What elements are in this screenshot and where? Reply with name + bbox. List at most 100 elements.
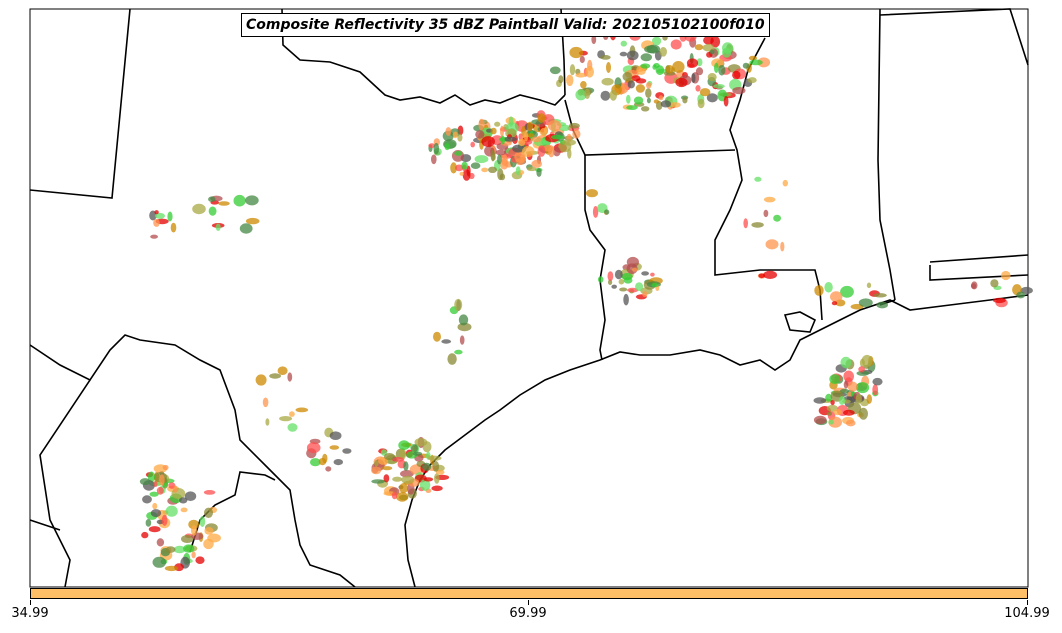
reflectivity-blob	[780, 241, 785, 252]
reflectivity-blob	[626, 94, 631, 104]
reflectivity-blob	[537, 113, 546, 123]
reflectivity-blob	[847, 381, 858, 392]
reflectivity-blob	[813, 397, 827, 404]
reflectivity-blob	[141, 531, 149, 539]
reflectivity-blob	[422, 462, 432, 471]
reflectivity-blob	[663, 71, 676, 76]
reflectivity-blob	[474, 155, 489, 164]
reflectivity-blob	[782, 179, 788, 187]
reflectivity-blob	[672, 61, 685, 73]
reflectivity-blob	[840, 285, 854, 298]
reflectivity-blob	[623, 293, 629, 306]
reflectivity-blob	[861, 354, 873, 367]
reflectivity-blob	[329, 431, 342, 441]
reflectivity-blob	[518, 138, 526, 147]
reflectivity-blob	[641, 106, 650, 112]
reflectivity-blob	[391, 457, 405, 462]
reflectivity-blob	[179, 497, 188, 504]
reflectivity-blob	[575, 72, 587, 78]
reflectivity-blob	[444, 143, 450, 151]
reflectivity-blob	[173, 545, 186, 554]
reflectivity-blob	[619, 51, 628, 57]
colorbar-tick-left	[30, 600, 31, 605]
reflectivity-blob	[572, 129, 581, 139]
reflectivity-blob	[763, 270, 778, 279]
reflectivity-blob	[333, 459, 343, 466]
reflectivity-blob	[399, 483, 408, 494]
reflectivity-blob	[162, 464, 169, 471]
reflectivity-blob	[699, 88, 711, 97]
reflectivity-blob	[515, 158, 525, 164]
reflectivity-blob	[633, 96, 644, 105]
reflectivity-blob	[569, 64, 576, 76]
reflectivity-blob	[434, 473, 440, 484]
reflectivity-blob	[459, 335, 465, 345]
reflectivity-blob	[718, 65, 726, 76]
reflectivity-blob	[706, 93, 718, 103]
reflectivity-blob	[591, 35, 597, 45]
reflectivity-blob	[481, 167, 489, 173]
reflectivity-blob	[470, 141, 476, 148]
reflectivity-blob	[1016, 291, 1026, 299]
reflectivity-blob	[515, 166, 521, 176]
reflectivity-blob	[627, 287, 639, 293]
reflectivity-blob	[181, 535, 194, 543]
reflectivity-blob	[682, 97, 688, 104]
reflectivity-blob	[445, 127, 452, 136]
reflectivity-blob	[306, 442, 321, 454]
reflectivity-blob	[627, 80, 635, 89]
colorbar-tick-label-left: 34.99	[11, 606, 49, 621]
reflectivity-blob	[478, 118, 485, 131]
reflectivity-blob	[383, 474, 390, 483]
map-title: Composite Reflectivity 35 dBZ Paintball …	[241, 13, 770, 37]
reflectivity-blob	[547, 120, 562, 132]
colorbar-tick-middle	[528, 600, 529, 605]
reflectivity-blob	[188, 519, 200, 530]
reflectivity-blob	[412, 451, 423, 456]
reflectivity-blob	[632, 267, 638, 272]
reflectivity-blob	[287, 423, 298, 432]
reflectivity-blob	[461, 161, 468, 170]
reflectivity-blob	[765, 239, 779, 250]
reflectivity-blob	[831, 301, 838, 306]
reflectivity-blob	[751, 222, 764, 228]
reflectivity-blob	[454, 298, 463, 311]
reflectivity-blob	[659, 47, 667, 57]
reflectivity-blob	[495, 149, 506, 156]
reflectivity-blob	[159, 474, 165, 486]
reflectivity-blob	[833, 409, 842, 416]
reflectivity-blob	[537, 145, 546, 157]
reflectivity-blob	[329, 445, 340, 450]
reflectivity-blob	[419, 479, 431, 491]
reflectivity-blob	[568, 122, 580, 129]
reflectivity-blob	[549, 66, 561, 75]
reflectivity-blob	[156, 538, 165, 547]
reflectivity-blob	[695, 67, 704, 76]
reflectivity-blob	[433, 331, 441, 342]
reflectivity-blob	[828, 416, 842, 428]
reflectivity-blob	[843, 380, 849, 389]
reflectivity-blob	[403, 461, 409, 471]
reflectivity-blob	[640, 63, 651, 69]
reflectivity-blob	[695, 85, 701, 92]
reflectivity-blob	[427, 455, 442, 461]
colorbar-tick-label-middle: 69.99	[509, 606, 547, 621]
reflectivity-blob	[569, 46, 583, 59]
reflectivity-blob	[262, 397, 269, 408]
reflectivity-blob	[207, 533, 222, 543]
reflectivity-blob	[208, 196, 216, 202]
reflectivity-blob	[431, 154, 437, 165]
reflectivity-blob	[669, 102, 681, 108]
reflectivity-blob	[165, 546, 176, 553]
reflectivity-blob	[435, 469, 445, 475]
reflectivity-blob	[830, 399, 835, 406]
reflectivity-blob	[459, 171, 465, 176]
reflectivity-blob	[732, 87, 746, 95]
reflectivity-blob	[165, 505, 178, 517]
reflectivity-blob	[381, 466, 393, 471]
reflectivity-blob	[497, 154, 502, 165]
reflectivity-blob	[658, 95, 664, 101]
reflectivity-blob	[396, 492, 409, 502]
reflectivity-blob	[872, 384, 879, 396]
reflectivity-blob	[642, 291, 648, 298]
